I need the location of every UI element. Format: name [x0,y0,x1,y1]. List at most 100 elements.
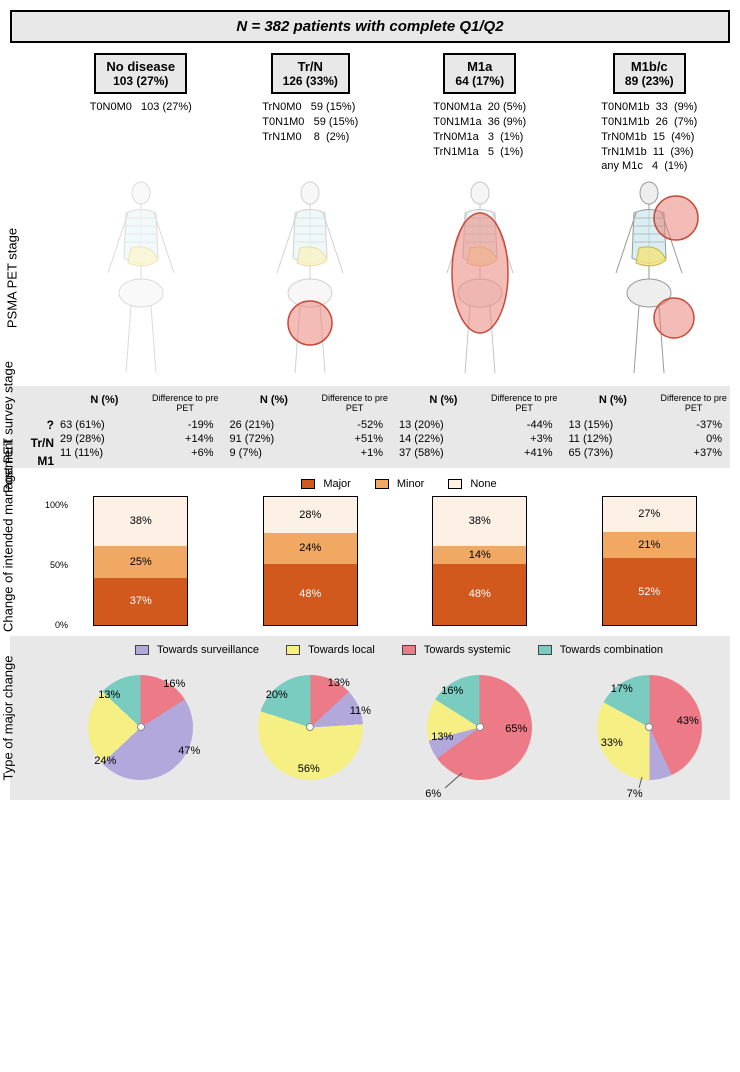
bar-segment: 27% [603,497,696,532]
group-name: Tr/N [283,59,338,74]
cell-diff: +51% [318,433,391,445]
breakdown-list: T0N0M0 103 (27%) [90,100,192,174]
legend-item: Towards surveillance [127,644,259,656]
breakdown-item: T0N0M0 103 (27%) [90,100,192,115]
table-row: 13 (15%) -37% [569,418,731,432]
cell-n: 29 (28%) [60,433,149,445]
bar-segment: 52% [603,558,696,625]
group-header: M1b/c 89 (23%) [613,53,686,94]
cell-diff: -37% [657,419,730,431]
pie-slice-label: 11% [350,705,371,717]
row-label: Tr/N [18,434,54,452]
axis-tick: 100% [45,500,68,510]
group-name: M1a [455,59,504,74]
pie-slice-label: 17% [611,683,633,695]
change-label: Change of intended management [1,472,16,632]
bar-segment: 37% [94,578,187,625]
table-row: 91 (72%) +51% [230,432,392,446]
table-header: N (%) Difference to pre PET [230,394,392,414]
legend-item: Minor [367,478,425,490]
pie-chart: 43%7%33%17% [569,662,731,792]
pie-chart: 65%6%13%16% [399,662,561,792]
table-row: 37 (58%) +41% [399,446,561,460]
table-row: 26 (21%) -52% [230,418,392,432]
stacked-bar: 38%25%37% [60,496,222,626]
pie-slice-label: 16% [163,678,185,690]
change-panel: Change of intended management MajorMinor… [10,478,730,626]
row-label: ? [18,416,54,434]
legend-item: Major [293,478,351,490]
psma-label: PSMA PET stage [5,198,20,358]
group-count: 64 (17%) [455,74,504,88]
table-column: N (%) Difference to pre PET 26 (21%) -52… [230,394,392,460]
table-header: N (%) Difference to pre PET [60,394,222,414]
group-column: Tr/N 126 (33%) TrN0M0 59 (15%)T0N1M0 59 … [230,53,392,174]
pie-slice-label: 7% [627,788,643,800]
axis-tick: 0% [55,620,68,630]
breakdown-item: T0N1M0 59 (15%) [262,115,358,130]
stacked-bar: 27%21%52% [569,496,731,626]
cell-diff: +37% [657,447,730,459]
table-row: 9 (7%) +1% [230,446,392,460]
pie-panel: Type of major change Towards surveillanc… [10,636,730,800]
pie-slice-label: 56% [298,763,320,775]
group-count: 103 (27%) [106,74,175,88]
cell-n: 37 (58%) [399,447,488,459]
body-figure [230,178,392,378]
cell-diff: +1% [318,447,391,459]
pie-slice-label: 20% [266,689,288,701]
cell-diff: +41% [488,447,561,459]
table-row: 63 (61%) -19% [60,418,222,432]
skeleton-icon [574,178,724,378]
breakdown-item: T0N0M1b 33 (9%) [601,100,697,115]
breakdown-item: TrN0M0 59 (15%) [262,100,358,115]
cell-n: 11 (12%) [569,433,658,445]
pie-slice-label: 33% [601,737,623,749]
table-row: 29 (28%) +14% [60,432,222,446]
bar-segment: 38% [94,497,187,546]
bar-segment: 24% [264,533,357,564]
cell-n: 91 (72%) [230,433,319,445]
group-column: M1a 64 (17%) T0N0M1a 20 (5%)T0N1M1a 36 (… [399,53,561,174]
cell-n: 14 (22%) [399,433,488,445]
cell-n: 65 (73%) [569,447,658,459]
legend-item: Towards systemic [394,644,511,656]
bar-segment: 25% [94,546,187,578]
table-row: 14 (22%) +3% [399,432,561,446]
table-row: 11 (11%) +6% [60,446,222,460]
bar-segment: 21% [603,532,696,559]
skeleton-icon [235,178,385,378]
breakdown-item: TrN0M1a 3 (1%) [433,130,526,145]
cell-n: 9 (7%) [230,447,319,459]
row-label: M1 [18,452,54,470]
pie-slice-label: 13% [431,731,453,743]
cell-diff: 0% [657,433,730,445]
cell-diff: -19% [149,419,222,431]
group-header: M1a 64 (17%) [443,53,516,94]
group-name: M1b/c [625,59,674,74]
bar-segment: 38% [433,497,526,546]
legend-item: None [440,478,496,490]
pie-slice-label: 16% [441,685,463,697]
pie-slice-label: 43% [677,715,699,727]
pie-chart: 13% 11% 56% 20% [230,662,392,792]
group-count: 89 (23%) [625,74,674,88]
bar-segment: 28% [264,497,357,533]
table-column: N (%) Difference to pre PET 63 (61%) -19… [60,394,222,460]
post-pet-panel: Post PET survey stage ?Tr/NM1 N (%) Diff… [10,386,730,468]
cell-n: 11 (11%) [60,447,149,459]
pie-legend: Towards surveillance Towards local Towar… [60,644,730,656]
body-figure [399,178,561,378]
breakdown-item: TrN1M1b 11 (3%) [601,145,697,160]
group-header-row: No disease 103 (27%) T0N0M0 103 (27%) Tr… [10,53,730,174]
cell-diff: -52% [318,419,391,431]
pie-slice-label: 65% [505,723,527,735]
group-name: No disease [106,59,175,74]
pie-slice-label: 13% [328,677,350,689]
breakdown-list: T0N0M1b 33 (9%)T0N1M1b 26 (7%)TrN0M1b 15… [601,100,697,174]
cell-n: 13 (15%) [569,419,658,431]
group-count: 126 (33%) [283,74,338,88]
group-column: M1b/c 89 (23%) T0N0M1b 33 (9%)T0N1M1b 26… [569,53,731,174]
title-text: N = 382 patients with complete Q1/Q2 [236,18,503,35]
table-column: N (%) Difference to pre PET 13 (20%) -44… [399,394,561,460]
